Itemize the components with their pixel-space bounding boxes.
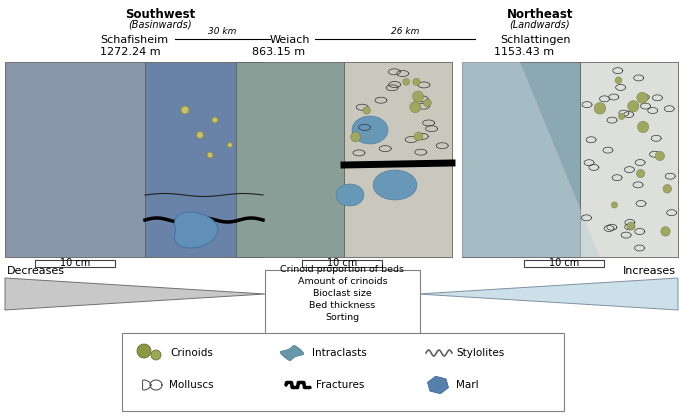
Text: 30 km: 30 km — [208, 27, 236, 36]
Text: 1272.24 m: 1272.24 m — [100, 47, 160, 57]
Polygon shape — [280, 345, 303, 361]
Polygon shape — [352, 116, 388, 144]
Circle shape — [403, 78, 410, 85]
Bar — [524, 260, 604, 267]
Bar — [302, 260, 382, 267]
Text: Crinoids: Crinoids — [170, 348, 213, 358]
Polygon shape — [427, 376, 449, 394]
Polygon shape — [462, 62, 600, 257]
Circle shape — [414, 132, 423, 141]
Circle shape — [207, 152, 213, 158]
Text: Northeast: Northeast — [507, 8, 573, 21]
Text: Fractures: Fractures — [316, 380, 364, 390]
Polygon shape — [418, 278, 678, 310]
Text: Stylolites: Stylolites — [456, 348, 504, 358]
Text: 863.15 m: 863.15 m — [252, 47, 305, 57]
Bar — [122, 333, 564, 411]
Circle shape — [410, 102, 421, 113]
Polygon shape — [373, 170, 417, 200]
Text: Schlattingen: Schlattingen — [500, 35, 571, 45]
Text: (Basinwards): (Basinwards) — [128, 19, 192, 29]
Bar — [344, 62, 452, 257]
Text: 10 cm: 10 cm — [549, 259, 579, 269]
Circle shape — [615, 77, 622, 84]
Bar — [462, 62, 580, 257]
Circle shape — [412, 91, 423, 102]
Circle shape — [638, 121, 649, 133]
Circle shape — [181, 106, 189, 114]
Circle shape — [636, 169, 645, 178]
Text: Increases: Increases — [623, 266, 676, 276]
Circle shape — [661, 227, 670, 236]
Bar — [265, 270, 420, 334]
Text: Southwest: Southwest — [125, 8, 195, 21]
Text: Crinoid proportion of beds: Crinoid proportion of beds — [280, 265, 405, 274]
Text: Bed thickness: Bed thickness — [310, 301, 375, 310]
Text: 10 cm: 10 cm — [60, 259, 90, 269]
Polygon shape — [175, 212, 218, 248]
Circle shape — [212, 117, 218, 123]
Circle shape — [227, 143, 232, 148]
Circle shape — [656, 151, 664, 161]
Circle shape — [197, 131, 203, 138]
Circle shape — [594, 103, 606, 114]
Text: Decreases: Decreases — [7, 266, 65, 276]
Text: (Landwards): (Landwards) — [510, 19, 571, 29]
Text: 10 cm: 10 cm — [327, 259, 357, 269]
Text: Amount of crinoids: Amount of crinoids — [298, 277, 387, 286]
Circle shape — [137, 344, 151, 358]
Text: Molluscs: Molluscs — [169, 380, 214, 390]
Text: Weiach: Weiach — [270, 35, 310, 45]
Bar — [35, 260, 115, 267]
Circle shape — [611, 202, 617, 208]
Text: Marl: Marl — [456, 380, 479, 390]
Circle shape — [413, 78, 420, 85]
Text: Intraclasts: Intraclasts — [312, 348, 366, 358]
Polygon shape — [336, 184, 364, 206]
Circle shape — [627, 100, 639, 112]
Text: Schafisheim: Schafisheim — [100, 35, 168, 45]
Bar — [5, 62, 145, 257]
Circle shape — [351, 132, 361, 142]
Circle shape — [627, 222, 635, 230]
Text: 26 km: 26 km — [391, 27, 419, 36]
Text: Bioclast size: Bioclast size — [313, 289, 372, 298]
Bar — [236, 62, 344, 257]
Bar — [580, 62, 678, 257]
Circle shape — [619, 113, 625, 120]
Circle shape — [423, 99, 432, 107]
Polygon shape — [5, 278, 265, 310]
Circle shape — [637, 92, 648, 103]
Text: Sorting: Sorting — [325, 313, 360, 322]
Circle shape — [151, 350, 161, 360]
Circle shape — [663, 184, 671, 193]
Text: 1153.43 m: 1153.43 m — [494, 47, 554, 57]
Bar — [145, 62, 263, 257]
Circle shape — [363, 107, 371, 114]
